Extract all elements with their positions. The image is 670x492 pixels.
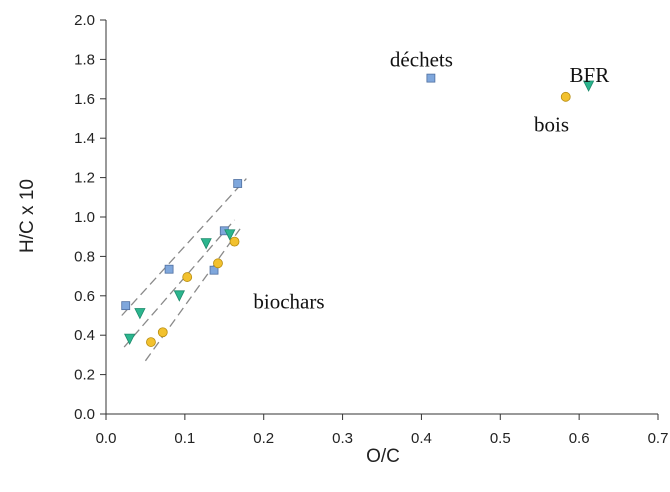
circle-marker [182,272,193,282]
x-tick-label: 0.5 [490,430,511,447]
triangle-marker [173,290,185,302]
y-tick-label: 0.0 [74,406,95,423]
annotations: déchets BFR bois biochars [253,47,609,313]
x-tick-label: 0.3 [332,430,353,447]
y-tick-label: 0.4 [74,327,95,344]
trend-lines [121,178,247,362]
x-tick-label: 0.0 [96,430,117,447]
annotation-label: biochars [253,290,324,314]
trend-line [144,228,241,362]
square-marker [121,301,131,311]
square-marker [233,179,243,188]
y-tick-label: 0.8 [74,248,95,265]
y-tick-label: 1.6 [74,91,95,108]
y-tick-label: 1.4 [74,130,95,147]
y-axis-title: H/C x 10 [17,179,38,253]
trend-line [121,178,247,316]
y-tick-label: 1.0 [74,209,95,226]
y-tick-label: 1.2 [74,170,95,187]
circle-marker [229,236,240,247]
x-tick-label: 0.1 [174,430,195,447]
circle-marker [146,337,156,347]
x-tick-label: 0.7 [648,430,669,447]
square-marker [164,264,174,274]
trend-line [123,219,236,348]
x-axis-title: O/C [366,446,400,467]
triangle-marker [124,333,136,346]
circle-marker [157,327,168,338]
y-tick-label: 2.0 [74,12,95,29]
axes: 0.0 0.2 0.4 0.6 0.8 1.0 1.2 1.4 1.6 1.8 2.0 0.0 0.1 0… [74,12,668,447]
x-tick-label: 0.6 [569,430,590,447]
annotation-label: BFR [570,63,610,87]
annotation-label: bois [534,112,569,136]
triangle-marker [582,80,595,92]
y-tick-label: 0.6 [74,288,95,305]
square-marker [426,73,436,83]
x-tick-label: 0.2 [253,430,274,447]
data-points [121,73,595,347]
triangle-marker [224,229,236,241]
circle-marker [560,91,571,102]
y-tick-label: 1.8 [74,51,95,68]
triangle-marker [134,308,146,320]
triangle-marker [200,238,212,250]
x-tick-label: 0.4 [411,430,432,447]
y-tick-label: 0.2 [74,367,95,384]
annotation-label: déchets [390,47,453,71]
circle-marker [213,258,223,269]
